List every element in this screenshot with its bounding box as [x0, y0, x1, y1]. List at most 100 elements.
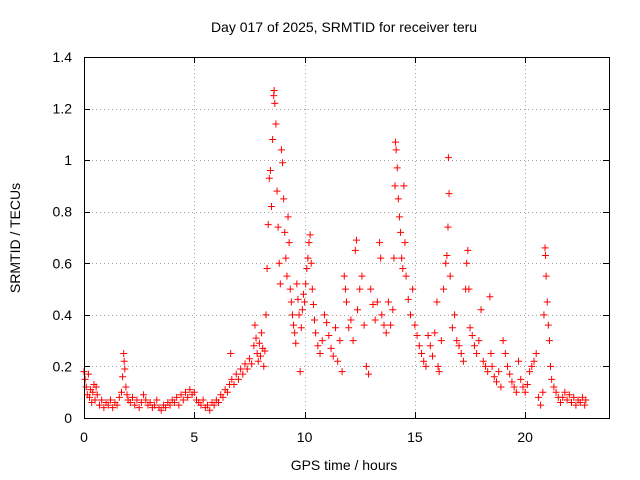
data-point: [115, 393, 123, 401]
data-point: [459, 357, 467, 365]
data-point: [223, 388, 231, 396]
data-point: [497, 383, 505, 391]
axis-ticks: [84, 57, 609, 419]
data-point: [481, 362, 489, 370]
data-point: [336, 337, 344, 345]
data-point: [487, 350, 495, 358]
data-point: [406, 311, 414, 319]
data-point: [367, 285, 375, 293]
data-point: [552, 388, 560, 396]
y-tick-label: 1: [64, 152, 72, 168]
data-point: [292, 339, 300, 347]
data-point: [227, 350, 235, 358]
data-point: [352, 236, 360, 244]
data-point: [258, 329, 266, 337]
data-point: [392, 146, 400, 154]
data-point: [264, 221, 272, 229]
data-point: [270, 87, 278, 95]
data-point: [98, 396, 106, 404]
data-point: [256, 352, 264, 360]
data-point: [282, 254, 290, 262]
data-point: [453, 337, 461, 345]
data-point: [106, 396, 114, 404]
data-point: [166, 401, 174, 409]
data-point: [151, 401, 159, 409]
data-point: [378, 311, 386, 319]
data-point: [284, 213, 292, 221]
data-point: [559, 393, 567, 401]
data-point: [463, 259, 471, 267]
data-point: [204, 401, 212, 409]
data-point: [309, 301, 317, 309]
data-point: [360, 321, 368, 329]
data-point: [273, 187, 281, 195]
data-point: [126, 399, 134, 407]
data-point: [550, 383, 558, 391]
data-point: [435, 368, 443, 376]
data-point: [248, 360, 256, 368]
data-point: [129, 393, 137, 401]
data-point: [123, 391, 131, 399]
data-point: [389, 306, 397, 314]
data-point: [422, 362, 430, 370]
data-point: [349, 337, 357, 345]
data-point: [541, 252, 549, 260]
y-tick-label: 1.2: [53, 101, 73, 117]
data-point: [358, 272, 366, 280]
y-tick-label: 0.4: [53, 307, 73, 323]
data-point: [541, 244, 549, 252]
data-point: [290, 321, 298, 329]
data-point: [288, 311, 296, 319]
data-point: [89, 388, 97, 396]
data-point: [387, 321, 395, 329]
data-point: [390, 254, 398, 262]
data-point: [327, 344, 335, 352]
data-point: [486, 293, 494, 301]
data-point: [230, 380, 238, 388]
data-point: [312, 329, 320, 337]
data-point: [271, 99, 279, 107]
x-axis-label: GPS time / hours: [291, 457, 398, 473]
data-point: [365, 370, 373, 378]
data-point: [314, 342, 322, 350]
data-point: [404, 295, 412, 303]
data-point: [464, 246, 472, 254]
data-point: [420, 357, 428, 365]
data-point: [488, 362, 496, 370]
data-point: [356, 285, 364, 293]
y-axis-label: SRMTID / TECUs: [7, 183, 23, 293]
data-point: [82, 383, 90, 391]
data-point: [340, 272, 348, 280]
data-point: [493, 378, 500, 386]
data-point: [308, 285, 316, 293]
data-point: [206, 406, 214, 414]
data-point: [444, 154, 452, 162]
data-point: [547, 362, 555, 370]
data-point: [186, 386, 194, 394]
data-point: [306, 231, 314, 239]
data-point: [133, 396, 141, 404]
data-point: [302, 280, 310, 288]
data-point: [243, 365, 251, 373]
data-point: [260, 362, 268, 370]
data-point: [265, 174, 273, 182]
data-point: [261, 347, 269, 355]
data-point: [296, 368, 304, 376]
data-point: [142, 396, 150, 404]
data-point: [380, 321, 388, 329]
data-point: [175, 401, 183, 409]
data-point: [318, 337, 326, 345]
data-point: [199, 396, 207, 404]
data-point: [277, 146, 285, 154]
data-point: [250, 342, 258, 350]
data-point: [371, 316, 379, 324]
data-point: [376, 239, 384, 247]
data-point: [501, 350, 509, 358]
data-point: [190, 388, 198, 396]
data-point: [395, 213, 403, 221]
data-point: [274, 223, 282, 231]
data-point: [173, 393, 181, 401]
data-point: [119, 373, 127, 381]
data-point: [515, 357, 523, 365]
data-point: [269, 136, 277, 144]
